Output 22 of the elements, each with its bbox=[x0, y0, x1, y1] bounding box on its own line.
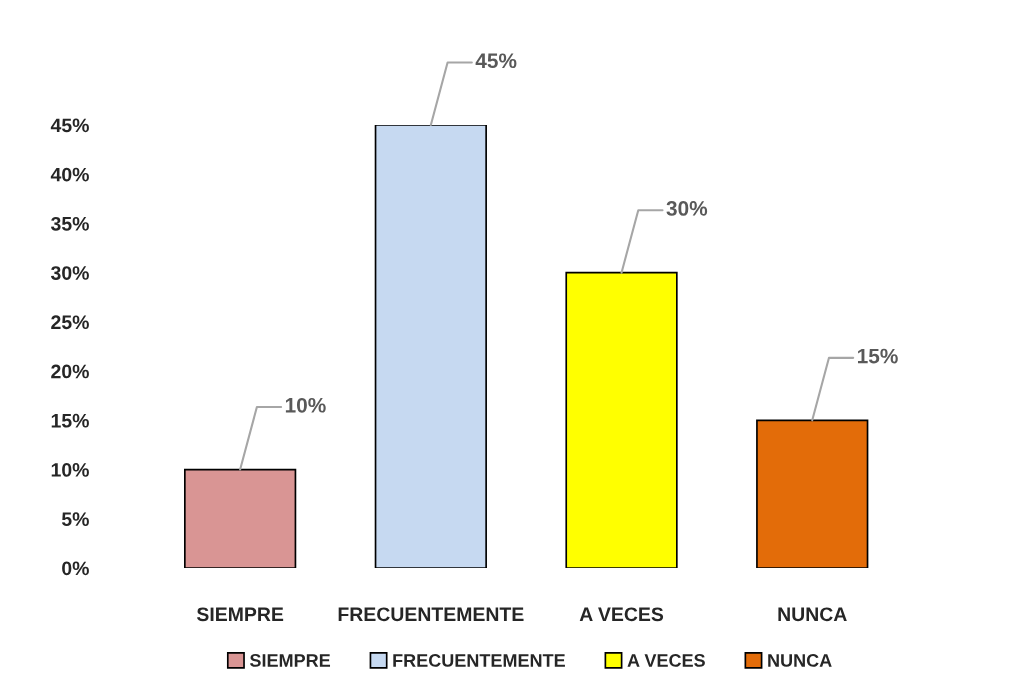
y-tick-label: 5% bbox=[61, 512, 89, 527]
data-label: 45% bbox=[475, 53, 517, 69]
y-tick-label: 40% bbox=[50, 167, 89, 182]
x-tick-label: NUNCA bbox=[778, 607, 847, 622]
y-tick-label: 15% bbox=[51, 413, 89, 428]
x-tick-label: FRECUENTEMENTE bbox=[338, 607, 524, 622]
y-tick-label: 20% bbox=[51, 364, 89, 379]
x-tick-label: SIEMPRE bbox=[196, 607, 284, 622]
y-tick-label: 25% bbox=[51, 315, 89, 330]
legend-label: FRECUENTEMENTE bbox=[393, 654, 565, 667]
legend-label: SIEMPRE bbox=[249, 654, 331, 667]
legend-label: NUNCA bbox=[768, 654, 832, 667]
data-label: 10% bbox=[285, 397, 326, 413]
y-tick-label: 35% bbox=[50, 216, 89, 231]
data-label: 30% bbox=[666, 201, 708, 216]
legend-label: A VECES bbox=[627, 654, 705, 667]
y-tick-label: 0% bbox=[62, 561, 89, 576]
data-label: 15% bbox=[857, 348, 898, 364]
x-tick-label: A VECES bbox=[579, 607, 664, 622]
y-tick-label: 30% bbox=[50, 266, 89, 280]
y-tick-label: 45% bbox=[50, 118, 89, 133]
y-tick-label: 10% bbox=[51, 463, 89, 477]
